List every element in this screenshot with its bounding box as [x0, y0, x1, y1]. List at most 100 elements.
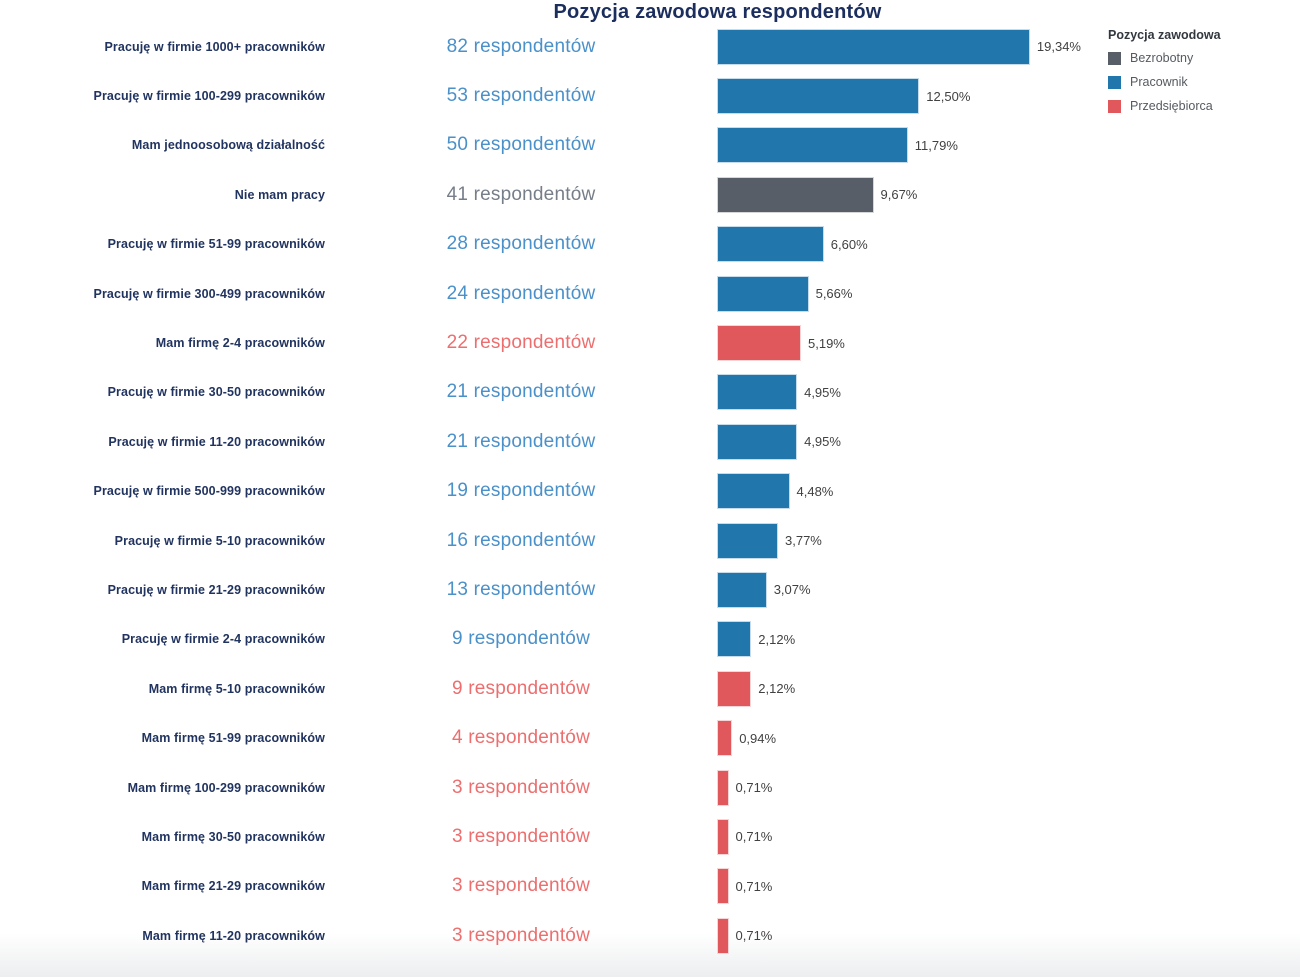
bar[interactable]	[717, 127, 908, 164]
bar-zone: 9,67%	[717, 170, 1300, 219]
category-label: Mam firmę 21-29 pracowników	[141, 879, 325, 894]
percent-label: 2,12%	[758, 681, 796, 697]
respondent-count-label: 3 respondentów	[451, 776, 590, 798]
chart-row: Pracuję w firmie 500-999 pracowników 19 …	[0, 467, 1300, 516]
bar[interactable]	[717, 423, 798, 460]
bar[interactable]	[717, 473, 790, 510]
category-label: Mam firmę 51-99 pracowników	[141, 731, 325, 746]
bar-zone: 5,19%	[717, 318, 1300, 367]
bar[interactable]	[717, 325, 801, 362]
bar-zone: 0,71%	[717, 812, 1300, 861]
chart-row: Mam firmę 21-29 pracowników 3 respondent…	[0, 862, 1300, 911]
bar[interactable]	[717, 571, 767, 608]
percent-label: 0,71%	[735, 928, 773, 944]
respondent-count-label: 3 respondentów	[451, 825, 590, 847]
percent-label: 6,60%	[830, 236, 868, 252]
category-label: Mam firmę 2-4 pracowników	[155, 336, 325, 351]
bar-zone: 11,79%	[717, 121, 1300, 170]
category-label: Pracuję w firmie 5-10 pracowników	[114, 533, 325, 548]
percent-label: 3,07%	[773, 582, 811, 598]
bar[interactable]	[717, 621, 752, 658]
category-label: Pracuję w firmie 11-20 pracowników	[108, 434, 325, 449]
chart-row: Pracuję w firmie 300-499 pracowników 24 …	[0, 269, 1300, 318]
bar[interactable]	[717, 374, 798, 411]
bar[interactable]	[717, 670, 752, 707]
category-label: Mam jednoosobową działalność	[131, 138, 325, 153]
category-label: Pracuję w firmie 500-999 pracowników	[93, 484, 325, 499]
respondent-count-label: 53 respondentów	[446, 85, 596, 107]
percent-label: 12,50%	[926, 88, 971, 104]
legend-item[interactable]: Przedsiębiorca	[1108, 99, 1293, 113]
legend-item-label: Pracownik	[1130, 75, 1188, 89]
bar-zone: 3,07%	[717, 565, 1300, 614]
bar[interactable]	[717, 720, 733, 757]
bar[interactable]	[717, 226, 824, 263]
category-label: Pracuję w firmie 21-29 pracowników	[107, 582, 325, 597]
percent-label: 3,77%	[785, 533, 822, 549]
bar-chart-rows: Pracuję w firmie 1000+ pracowników 82 re…	[0, 22, 1300, 960]
legend-items: Bezrobotny Pracownik Przedsiębiorca	[1108, 51, 1293, 113]
bar-zone: 2,12%	[717, 615, 1300, 664]
respondent-count-label: 28 respondentów	[446, 233, 596, 255]
percent-label: 5,19%	[808, 335, 845, 351]
chart-row: Mam jednoosobową działalność 50 responde…	[0, 121, 1300, 170]
chart-row: Mam firmę 51-99 pracowników 4 respondent…	[0, 713, 1300, 762]
percent-label: 4,95%	[804, 434, 841, 450]
chart-row: Mam firmę 2-4 pracowników 22 respondentó…	[0, 318, 1300, 367]
chart-title: Pozycja zawodowa respondentów	[553, 1, 882, 23]
respondent-count-label: 22 respondentów	[446, 332, 596, 354]
chart-row: Pracuję w firmie 2-4 pracowników 9 respo…	[0, 615, 1300, 664]
chart-row: Pracuję w firmie 1000+ pracowników 82 re…	[0, 22, 1300, 71]
bar-zone: 4,95%	[717, 417, 1300, 466]
respondent-count-label: 4 respondentów	[451, 727, 590, 749]
percent-label: 11,79%	[914, 137, 958, 153]
respondent-count-label: 24 respondentów	[446, 282, 596, 304]
respondent-count-label: 16 respondentów	[446, 529, 596, 551]
respondent-count-label: 41 respondentów	[446, 183, 596, 205]
percent-label: 0,94%	[739, 730, 777, 746]
bar-zone: 4,48%	[717, 467, 1300, 516]
percent-label: 2,12%	[758, 631, 796, 647]
respondent-count-label: 82 respondentów	[446, 35, 596, 57]
respondent-count-label: 13 respondentów	[446, 578, 596, 600]
respondent-count-label: 9 respondentów	[451, 677, 590, 699]
legend-swatch-icon	[1108, 75, 1121, 89]
percent-label: 0,71%	[735, 829, 773, 845]
legend-swatch-icon	[1108, 51, 1121, 65]
chart-row: Pracuję w firmie 11-20 pracowników 21 re…	[0, 417, 1300, 466]
bar[interactable]	[717, 769, 729, 806]
bar[interactable]	[717, 818, 729, 855]
legend-item[interactable]: Bezrobotny	[1108, 51, 1293, 65]
bar-zone: 5,66%	[717, 269, 1300, 318]
bar[interactable]	[717, 78, 920, 115]
bar-zone: 0,94%	[717, 713, 1300, 762]
respondent-count-label: 3 respondentów	[451, 924, 590, 946]
bar[interactable]	[717, 868, 729, 905]
percent-label: 5,66%	[815, 286, 853, 302]
category-label: Pracuję w firmie 300-499 pracowników	[93, 286, 325, 301]
chart-row: Pracuję w firmie 5-10 pracowników 16 res…	[0, 516, 1300, 565]
percent-label: 9,67%	[880, 187, 918, 203]
respondent-count-label: 9 respondentów	[451, 628, 590, 650]
bar[interactable]	[717, 917, 729, 954]
chart-row: Mam firmę 100-299 pracowników 3 responde…	[0, 763, 1300, 812]
bar[interactable]	[717, 176, 874, 213]
category-label: Pracuję w firmie 51-99 pracowników	[107, 237, 325, 252]
legend-item[interactable]: Pracownik	[1108, 75, 1293, 89]
chart-row: Pracuję w firmie 30-50 pracowników 21 re…	[0, 368, 1300, 417]
chart-row: Pracuję w firmie 21-29 pracowników 13 re…	[0, 565, 1300, 614]
bar-zone: 6,60%	[717, 220, 1300, 269]
bar-zone: 0,71%	[717, 911, 1300, 960]
respondent-count-label: 3 respondentów	[451, 875, 590, 897]
chart-row: Mam firmę 30-50 pracowników 3 respondent…	[0, 812, 1300, 861]
respondent-count-label: 19 respondentów	[446, 480, 596, 502]
bar[interactable]	[717, 522, 778, 559]
category-label: Pracuję w firmie 1000+ pracowników	[104, 39, 325, 54]
bar[interactable]	[717, 28, 1030, 65]
respondent-count-label: 50 respondentów	[446, 134, 596, 156]
percent-label: 4,48%	[796, 483, 834, 499]
bar[interactable]	[717, 275, 809, 312]
legend-swatch-icon	[1108, 99, 1121, 113]
category-label: Pracuję w firmie 30-50 pracowników	[107, 385, 325, 400]
